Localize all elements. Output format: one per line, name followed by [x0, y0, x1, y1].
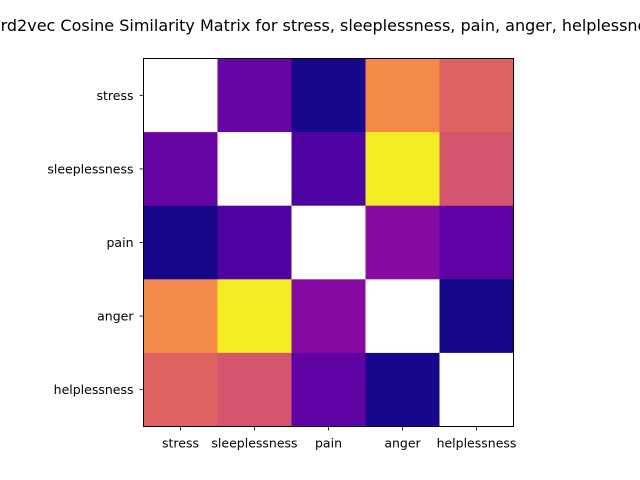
heatmap-cell-anger-stress — [143, 279, 218, 354]
heatmap-cell-helplessness-stress — [143, 352, 218, 427]
x-tick-label: helplessness — [437, 436, 517, 451]
x-tick-label: pain — [315, 436, 342, 451]
heatmap-cell-anger-helplessness — [439, 279, 514, 354]
y-tick-label: anger — [97, 309, 134, 324]
heatmap-cells — [143, 58, 514, 427]
chart-title: Word2vec Cosine Similarity Matrix for st… — [0, 16, 640, 35]
y-tick-label: sleeplessness — [47, 161, 133, 176]
x-axis: stress sleeplessness pain anger helplessness — [162, 426, 517, 451]
heatmap-cell-sleeplessness-sleeplessness — [217, 132, 292, 207]
x-tick-label: anger — [384, 436, 421, 451]
heatmap-cell-pain-helplessness — [439, 205, 514, 280]
heatmap-cell-stress-anger — [365, 58, 440, 133]
heatmap-cell-helplessness-anger — [365, 352, 440, 427]
heatmap-cell-stress-stress — [143, 58, 218, 133]
heatmap-cell-anger-pain — [291, 279, 366, 354]
heatmap-cell-sleeplessness-stress — [143, 132, 218, 207]
y-tick-label: helplessness — [54, 382, 134, 397]
y-tick-label: stress — [97, 88, 134, 103]
heatmap-cell-anger-sleeplessness — [217, 279, 292, 354]
x-tick-label: sleeplessness — [211, 436, 297, 451]
heatmap-cell-stress-sleeplessness — [217, 58, 292, 133]
heatmap-cell-stress-pain — [291, 58, 366, 133]
heatmap-cell-anger-anger — [365, 279, 440, 354]
heatmap-cell-pain-pain — [291, 205, 366, 280]
heatmap-cell-sleeplessness-pain — [291, 132, 366, 207]
y-axis: stress sleeplessness pain anger helplessness — [47, 88, 144, 397]
heatmap-cell-pain-sleeplessness — [217, 205, 292, 280]
y-tick-label: pain — [107, 235, 134, 250]
heatmap-cell-helplessness-sleeplessness — [217, 352, 292, 427]
heatmap-cell-sleeplessness-helplessness — [439, 132, 514, 207]
heatmap-cell-helplessness-helplessness — [439, 352, 514, 427]
heatmap-cell-pain-stress — [143, 205, 218, 280]
heatmap-cell-pain-anger — [365, 205, 440, 280]
heatmap-cell-helplessness-pain — [291, 352, 366, 427]
heatmap-cell-sleeplessness-anger — [365, 132, 440, 207]
heatmap-cell-stress-helplessness — [439, 58, 514, 133]
x-tick-label: stress — [162, 436, 199, 451]
